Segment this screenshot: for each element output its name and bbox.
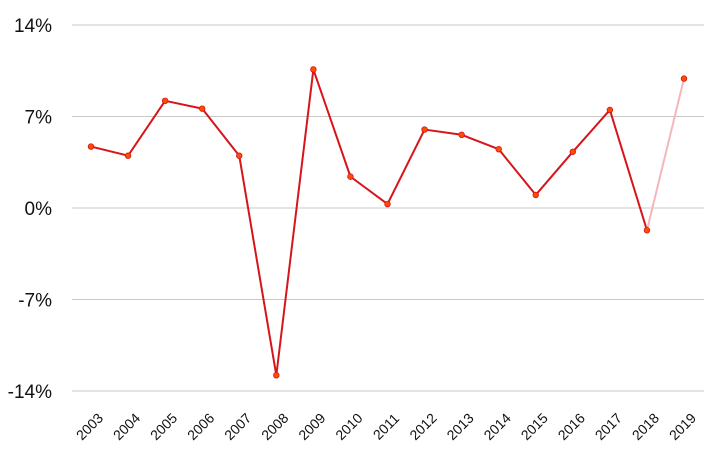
x-tick-label: 2004 bbox=[110, 410, 143, 443]
series-line-segment bbox=[645, 77, 685, 232]
x-tick-label: 2009 bbox=[295, 410, 328, 443]
x-tick-label: 2007 bbox=[221, 410, 254, 443]
series-line-segment bbox=[608, 108, 648, 232]
data-point bbox=[495, 145, 502, 153]
x-tick-label: 2012 bbox=[406, 410, 439, 443]
x-tick-label: 2017 bbox=[592, 410, 625, 443]
x-tick-label: 2008 bbox=[258, 410, 291, 443]
data-point bbox=[532, 191, 539, 199]
data-point bbox=[273, 372, 280, 379]
y-tick-label: 14% bbox=[14, 16, 52, 37]
x-tick-label: 2019 bbox=[666, 410, 699, 443]
x-tick-label: 2015 bbox=[518, 410, 551, 443]
series-line-segment bbox=[571, 108, 611, 153]
series-lines bbox=[90, 68, 685, 377]
series-line-segment bbox=[534, 150, 574, 196]
x-tick-label: 2006 bbox=[184, 410, 217, 443]
series-points bbox=[87, 66, 688, 379]
y-tick-label: -7% bbox=[18, 291, 52, 312]
x-axis-labels: 2003 2004 2005 2006 2007 2008 2009 2010 2011 2012… bbox=[73, 410, 699, 443]
series-line-segment bbox=[127, 99, 167, 157]
x-tick-label: 2016 bbox=[555, 410, 588, 443]
data-point bbox=[384, 200, 391, 208]
series-line-segment bbox=[238, 154, 278, 377]
data-point bbox=[458, 131, 465, 138]
data-point bbox=[680, 75, 688, 82]
data-point bbox=[310, 66, 317, 73]
data-point bbox=[198, 105, 206, 112]
series-line-segment bbox=[312, 68, 352, 178]
series-line-segment bbox=[275, 68, 315, 377]
x-tick-label: 2010 bbox=[332, 410, 365, 443]
x-tick-label: 2011 bbox=[370, 410, 403, 443]
data-point bbox=[161, 97, 169, 105]
series-line-segment bbox=[386, 128, 426, 206]
data-point bbox=[236, 152, 243, 159]
x-tick-label: 2014 bbox=[480, 410, 513, 443]
series-line-segment bbox=[201, 107, 241, 157]
series-line-segment bbox=[349, 175, 389, 206]
data-point bbox=[569, 148, 577, 155]
y-tick-label: -14% bbox=[8, 382, 52, 403]
y-tick-label: 0% bbox=[25, 199, 53, 220]
data-point bbox=[87, 143, 95, 150]
series-line-segment bbox=[164, 99, 204, 110]
x-tick-label: 2018 bbox=[629, 410, 662, 443]
y-tick-label: 7% bbox=[25, 108, 53, 129]
data-point bbox=[421, 126, 428, 133]
gridlines bbox=[72, 24, 704, 392]
y-axis-labels: 14% 7% 0% -7% -14% bbox=[8, 16, 52, 403]
data-point bbox=[347, 173, 354, 180]
x-tick-label: 2005 bbox=[147, 410, 180, 443]
series-line-segment bbox=[497, 148, 537, 196]
series-line-segment bbox=[90, 145, 130, 157]
data-point bbox=[606, 106, 614, 114]
x-tick-label: 2003 bbox=[73, 410, 106, 443]
series-line-segment bbox=[423, 128, 463, 136]
data-point bbox=[643, 227, 651, 234]
data-point bbox=[124, 152, 132, 159]
x-tick-label: 2013 bbox=[443, 410, 476, 443]
series-line-segment bbox=[460, 133, 500, 151]
